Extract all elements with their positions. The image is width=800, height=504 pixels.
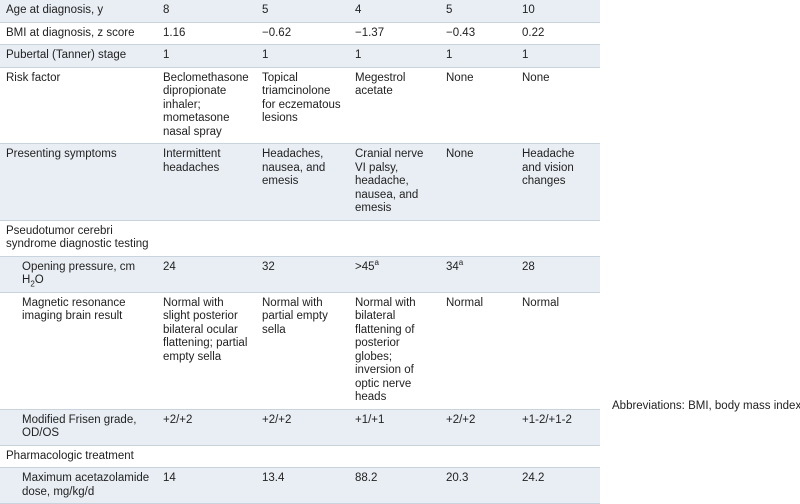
table-row: BMI at diagnosis, z score 1.16 −0.62 −1.37−… bbox=[0, 22, 600, 45]
table-row: Age at diagnosis, y 8 5 4 5 10 bbox=[0, 0, 600, 23]
table-body: Age at diagnosis, y 8 5 4 5 10 BMI at diagnosi… bbox=[0, 0, 600, 504]
cell: 1 bbox=[256, 44, 349, 68]
label-part: 2 bbox=[30, 279, 35, 289]
data-table: Age at diagnosis, y 8 5 4 5 10 BMI at diagnosi… bbox=[0, 0, 600, 504]
cell: Megestrol acetate bbox=[349, 67, 440, 144]
table-row: Presenting symptoms Intermittent headache… bbox=[0, 143, 600, 221]
cell: −0.62 bbox=[256, 22, 349, 45]
cell-text: >45 bbox=[355, 260, 375, 273]
table-row: Risk factor Beclomethasone dipropionate i… bbox=[0, 67, 600, 144]
row-label: Presenting symptoms bbox=[0, 143, 157, 221]
cell: 1 bbox=[157, 44, 256, 68]
footnote-mark: a bbox=[458, 257, 464, 267]
row-label: Risk factor bbox=[0, 67, 157, 144]
row-label: Magnetic resonance imaging brain result bbox=[0, 292, 157, 410]
cell: Normal bbox=[440, 292, 516, 410]
cell: 1.16 bbox=[157, 22, 256, 45]
label-part: Opening pressure, cm H bbox=[22, 260, 136, 287]
cell: +2/+2 bbox=[157, 409, 256, 446]
cell: 13.4 bbox=[256, 467, 349, 504]
row-label: Maximum acetazolamide dose, mg/kg/d bbox=[0, 467, 157, 504]
table-row: Pseudotumor cerebri syndrome diagnostic … bbox=[0, 220, 600, 257]
cell: >45a bbox=[349, 256, 440, 293]
cell: 5 bbox=[256, 0, 349, 23]
cell: −1.37 bbox=[349, 22, 440, 45]
table-row: Modified Frisen grade, OD/OS +2/+2 +2/+2 +1… bbox=[0, 409, 600, 446]
cell: Normal with partial empty sella bbox=[256, 292, 349, 410]
table-row: Pubertal (Tanner) stage 1 1 1 1 1 bbox=[0, 44, 600, 68]
row-label: Age at diagnosis, y bbox=[0, 0, 157, 23]
row-label: Modified Frisen grade, OD/OS bbox=[0, 409, 157, 446]
footnote: Abbreviations: BMI, body mass index bbox=[612, 400, 800, 412]
row-label: Opening pressure, cm H2O bbox=[0, 256, 157, 293]
table-row: Maximum acetazolamide dose, mg/kg/d 14 13.… bbox=[0, 467, 600, 504]
section-title: Pseudotumor cerebri syndrome diagnostic … bbox=[0, 220, 600, 257]
cell: 1 bbox=[349, 44, 440, 68]
cell: None bbox=[440, 67, 516, 144]
cell: 34a bbox=[440, 256, 516, 293]
cell: 32 bbox=[256, 256, 349, 293]
cell: 0.22 bbox=[516, 22, 600, 45]
table-row: Opening pressure, cm H2O 24 32 >45a 34a 28 bbox=[0, 256, 600, 293]
cell: 20.3 bbox=[440, 467, 516, 504]
cell: +2/+2 bbox=[256, 409, 349, 446]
cell: −0.43 bbox=[440, 22, 516, 45]
cell: 8 bbox=[157, 0, 256, 23]
cell: 88.2 bbox=[349, 467, 440, 504]
cell: None bbox=[440, 143, 516, 221]
cell: 28 bbox=[516, 256, 600, 293]
cell: Normal bbox=[516, 292, 600, 410]
cell: +1/+1 bbox=[349, 409, 440, 446]
label-part: O bbox=[34, 274, 44, 286]
cell: Cranial nerve VI palsy, headache, nausea… bbox=[349, 143, 440, 221]
cell: Intermittent headaches bbox=[157, 143, 256, 221]
cell: +1-2/+1-2 bbox=[516, 409, 600, 446]
row-label: Pubertal (Tanner) stage bbox=[0, 44, 157, 68]
section-title: Pharmacologic treatment bbox=[0, 445, 600, 468]
table-row: Pharmacologic treatment bbox=[0, 445, 600, 468]
cell: Normal with slight posterior bilateral o… bbox=[157, 292, 256, 410]
cell: 24 bbox=[157, 256, 256, 293]
cell: Normal with bilateral flattening of post… bbox=[349, 292, 440, 410]
footnote-mark: a bbox=[374, 257, 379, 267]
cell-text: 34 bbox=[446, 260, 459, 273]
cell: 14 bbox=[157, 467, 256, 504]
cell: Topical triamcinolone for eczematous les… bbox=[256, 67, 349, 144]
cell: 5 bbox=[440, 0, 516, 23]
cell: Headache and vision changes bbox=[516, 143, 600, 221]
table-row: Magnetic resonance imaging brain result N… bbox=[0, 292, 600, 410]
cell: 4 bbox=[349, 0, 440, 23]
cell: +2/+2 bbox=[440, 409, 516, 446]
row-label: BMI at diagnosis, z score bbox=[0, 22, 157, 45]
cell: 24.2 bbox=[516, 467, 600, 504]
cell: 10 bbox=[516, 0, 600, 23]
cell: None bbox=[516, 67, 600, 144]
cell: Beclomethasone dipropionate inhaler; mom… bbox=[157, 67, 256, 144]
cell: 1 bbox=[516, 44, 600, 68]
cell: 1 bbox=[440, 44, 516, 68]
cell: Headaches, nausea, and emesis bbox=[256, 143, 349, 221]
